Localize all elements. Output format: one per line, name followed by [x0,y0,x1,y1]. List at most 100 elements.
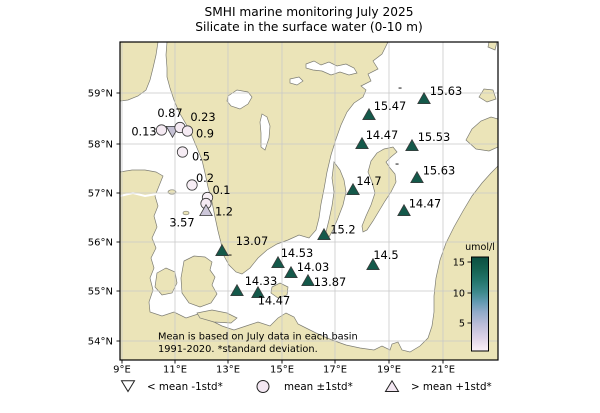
colorbar-ticks: 15 10 5 [453,258,472,330]
lake-malaren [305,60,358,76]
legend-label-within: mean ±1std* [284,381,353,393]
map-area [120,42,498,360]
x-tick-label: 21°E [431,365,455,376]
station-marker-circle [186,179,198,191]
station-marker-circle [181,125,194,137]
station-marker-triangle-up [215,243,229,256]
legend: < mean -1std* mean ±1std* > mean +1std* [120,379,492,393]
station-value-label: 14.47 [366,128,399,142]
station-value-label: 14.33 [245,274,278,288]
station-value-label: 0.23 [190,110,215,124]
station-labels-layer: 0.130.87 0.23 0.9 0.5 0.20.1 1.2 3.57 13.07 14.3… [131,80,462,308]
y-axis: 59°N 58°N 57°N 56°N 55°N 54°N [88,89,120,348]
station-value-label: 15.53 [418,130,451,144]
station-value-label: 15.63 [423,164,456,178]
x-tick-label: 11°E [163,365,187,376]
island-funen [154,267,178,296]
station-marker-triangle-up [366,257,380,270]
y-tick-label: 54°N [88,337,113,348]
lakes [226,60,358,151]
station-marker-triangle-up [251,285,265,298]
station-marker-triangle-up [271,255,285,268]
y-tick-label: 58°N [88,140,113,151]
station-marker-triangle-up [362,107,376,120]
station-marker-triangle-up [301,273,315,286]
station-marker-triangle-up [199,203,213,216]
station-marker-triangle-up [405,138,419,151]
x-tick-label: 17°E [323,365,347,376]
station-marker-triangle-up [230,283,244,296]
missing-value-dash: - [395,156,399,170]
island-anholt [182,210,190,216]
circle-legend-icon [256,380,270,393]
x-tick-label: 9°E [113,365,131,376]
station-value-label: 14.5 [373,248,398,262]
station-value-label: 15.47 [374,99,407,113]
station-marker-triangle-up [355,136,369,149]
colorbar-gradient [471,256,489,352]
island-oland [325,161,347,238]
y-tick-label: 55°N [88,287,113,298]
island-bornholm [270,282,289,299]
colorbar: umol/l 15 10 5 [453,242,495,352]
station-marker-triangle-up [397,203,411,216]
figure-subtitle: Silicate in the surface water (0-10 m) [195,20,423,34]
station-value-label: 0.13 [131,125,156,139]
station-marker-triangle-up [317,227,331,240]
station-marker-triangle-up [410,170,424,183]
station-marker-triangle-up [346,182,360,195]
y-tick-label: 56°N [88,238,113,249]
station-value-label: 14.7 [356,174,381,188]
station-value-label: 0.87 [157,106,182,120]
station-value-label: 1.2 [215,205,233,219]
island-saaremaa [465,116,498,152]
colorbar-tick-label: 5 [459,319,465,330]
station-value-label: 3.57 [169,216,194,230]
island-corner [487,42,498,51]
station-value-label: 0.1 [212,183,230,197]
colorbar-unit: umol/l [465,242,495,253]
landmass-norway [120,42,159,102]
station-value-label: 14.03 [297,260,330,274]
y-tick-label: 57°N [88,189,113,200]
limfjord [120,191,158,198]
legend-label-below: < mean -1std* [147,381,223,393]
station-value-label: 14.47 [409,197,442,211]
y-tick-label: 59°N [88,89,113,100]
triangle-up-legend-icon [384,379,400,392]
missing-value-dash: - [398,80,402,94]
station-value-label: 0.9 [196,127,214,141]
colorbar-tick-label: 10 [453,289,465,300]
station-value-label: 0.5 [192,150,210,164]
station-marker-circle [155,124,168,136]
station-value-label: 0.2 [196,171,214,185]
note-line2: 1991-2020. *standard deviation. [158,344,318,355]
figure-title: SMHI marine monitoring July 2025 [205,5,414,19]
lake-vattern [259,113,271,151]
island-lolland-falster [196,309,238,324]
x-tick-label: 13°E [216,365,240,376]
station-value-label: 15.63 [430,84,463,98]
triangle-down-legend-icon [120,380,136,393]
map-frame [119,41,499,361]
station-value-label: 13.87 [314,275,347,289]
missing-value-dash: - [228,247,232,261]
station-value-label: 14.53 [281,246,314,260]
island-zealand [180,255,218,308]
station-value-label: 15.2 [330,223,355,237]
legend-label-above: > mean +1std* [411,381,492,393]
note-line1: Mean is based on July data in each basin [158,332,358,343]
station-marker-triangle-up [417,91,431,104]
station-value-label: 13.07 [236,234,269,248]
station-marker-triangle-up [284,265,298,278]
station-marker-circle [176,146,189,158]
gridlines [120,42,498,360]
island-hiiumaa [478,88,497,103]
stations-layer [155,91,431,298]
x-tick-label: 19°E [377,365,401,376]
x-axis: 9°E 11°E 13°E 15°E 17°E 19°E 21°E [113,360,455,376]
station-value-label: 14.47 [258,294,291,308]
x-tick-label: 15°E [270,365,294,376]
